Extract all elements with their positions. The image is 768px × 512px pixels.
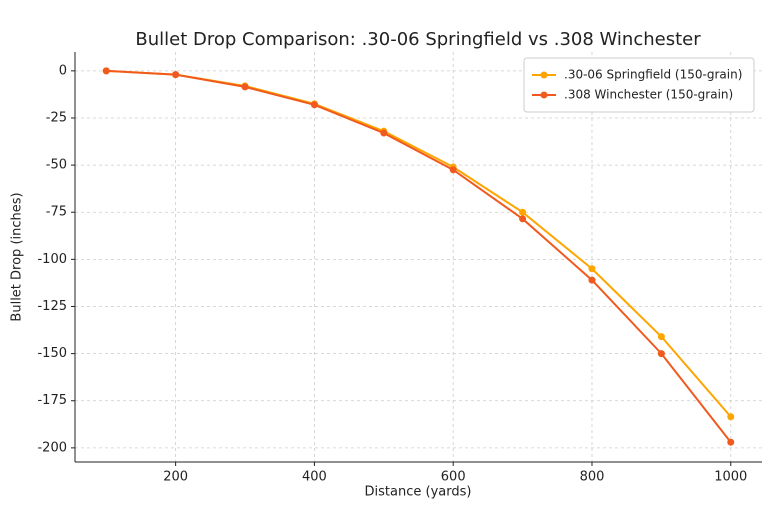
legend-label: .308 Winchester (150-grain) <box>564 88 733 102</box>
data-point <box>241 83 249 91</box>
legend-marker <box>540 71 548 79</box>
x-tick-label: 600 <box>441 470 466 485</box>
data-point <box>657 350 665 358</box>
data-point <box>727 438 735 446</box>
y-tick-label: -125 <box>37 299 67 314</box>
data-point <box>310 101 318 109</box>
data-point <box>588 276 596 284</box>
x-tick-label: 1000 <box>714 470 747 485</box>
series-line <box>106 69 732 418</box>
data-point <box>727 413 735 421</box>
data-point <box>449 166 457 174</box>
y-axis-label: Bullet Drop (inches) <box>10 192 25 321</box>
chart-title: Bullet Drop Comparison: .30-06 Springfie… <box>135 29 701 50</box>
legend-label: .30-06 Springfield (150-grain) <box>564 68 742 82</box>
data-point <box>102 67 110 75</box>
data-point <box>519 215 527 223</box>
data-point <box>519 208 527 216</box>
x-tick-label: 200 <box>163 470 188 485</box>
y-tick-label: -25 <box>46 110 67 125</box>
x-tick-label: 400 <box>302 470 327 485</box>
data-point <box>657 333 665 341</box>
y-tick-label: -150 <box>37 346 67 361</box>
legend-marker <box>540 91 548 99</box>
x-axis-label: Distance (yards) <box>365 485 472 500</box>
data-point <box>380 129 388 137</box>
y-tick-label: -175 <box>37 393 67 408</box>
y-tick-label: -100 <box>37 252 67 267</box>
y-tick-label: 0 <box>59 63 67 78</box>
legend: .30-06 Springfield (150-grain) .308 Winch… <box>523 57 755 113</box>
y-tick-label: -75 <box>46 205 67 220</box>
x-tick-label: 800 <box>580 470 605 485</box>
legend-box <box>523 57 755 113</box>
data-point <box>588 265 596 273</box>
series-line <box>106 69 732 443</box>
data-point <box>172 71 180 79</box>
y-tick-label: -50 <box>46 158 67 173</box>
y-tick-label: -200 <box>37 440 67 455</box>
